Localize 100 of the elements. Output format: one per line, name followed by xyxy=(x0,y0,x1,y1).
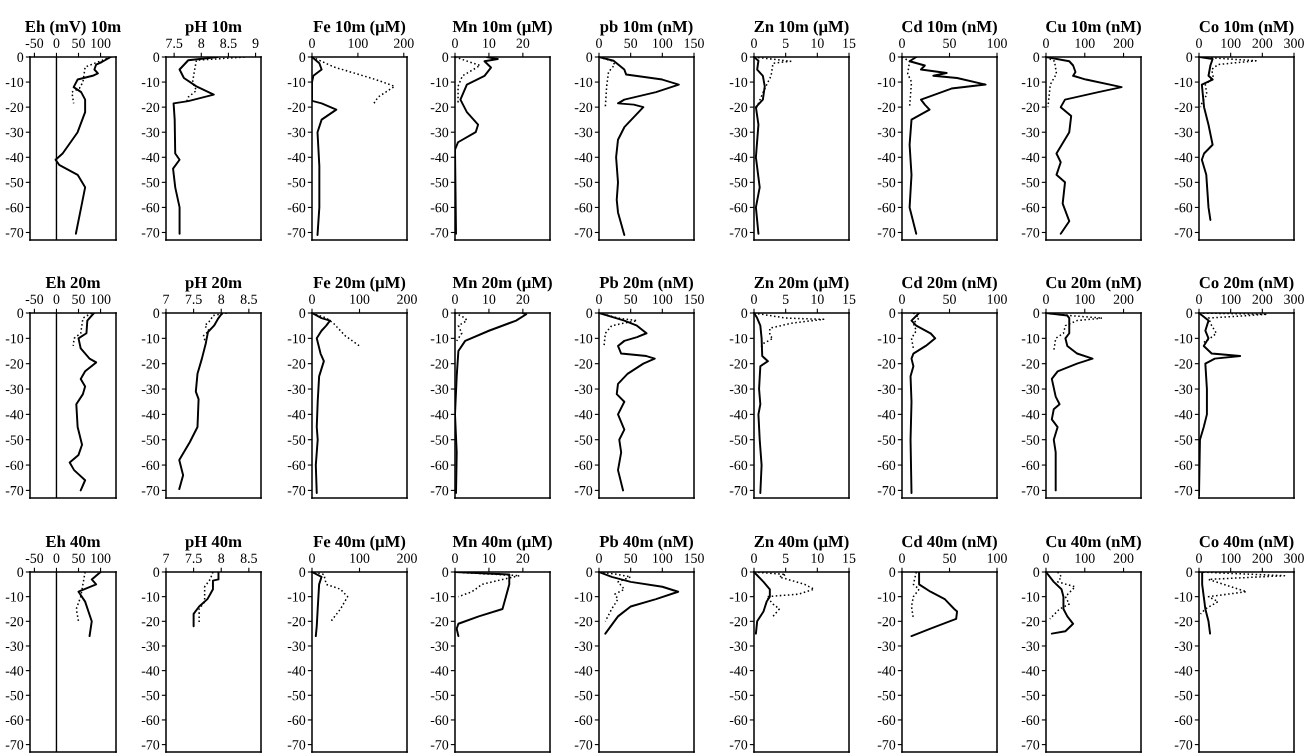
y-tick-label: -30 xyxy=(877,127,896,138)
chart-title: Eh 20m xyxy=(45,276,101,289)
x-tick-label: 100 xyxy=(350,294,370,304)
y-tick-label: -50 xyxy=(141,690,160,701)
chart-title: Co 40m (nM) xyxy=(1199,535,1294,551)
x-tick-label: 10 xyxy=(483,38,496,48)
y-tick-label: -30 xyxy=(141,384,160,394)
y-tick-label: -50 xyxy=(287,690,306,701)
x-tick-label: 5 xyxy=(783,294,789,304)
y-tick-label: -40 xyxy=(729,666,748,676)
chart-title: Cu 20m (nM) xyxy=(1046,276,1141,292)
y-tick-label: -10 xyxy=(1174,77,1193,88)
y-tick-label: -50 xyxy=(430,435,449,445)
y-tick-label: -40 xyxy=(141,152,160,163)
y-tick-label: -10 xyxy=(1021,77,1040,88)
x-tick-label: 100 xyxy=(91,38,111,48)
chart-title: Eh 40m xyxy=(45,535,101,548)
y-tick-label: -70 xyxy=(877,740,896,750)
y-tick-label: -40 xyxy=(1021,409,1040,420)
y-tick-label: -70 xyxy=(1021,485,1040,496)
x-tick-label: 50 xyxy=(943,553,956,563)
chart-title: Mn 40m (μM) xyxy=(452,535,552,551)
y-tick-label: -10 xyxy=(877,333,896,344)
x-tick-label: 10 xyxy=(483,553,496,563)
chart-title: Pb 40m (nM) xyxy=(599,535,693,551)
y-tick-label: -20 xyxy=(877,359,896,369)
y-tick-label: -20 xyxy=(141,102,160,113)
y-tick-label: -10 xyxy=(877,592,896,602)
x-tick-label: 100 xyxy=(1075,553,1095,563)
x-tick-label: 0 xyxy=(1043,38,1049,48)
y-tick-label: -10 xyxy=(1174,333,1193,344)
y-tick-label: -40 xyxy=(287,666,306,676)
y-tick-label: -60 xyxy=(877,715,896,725)
x-tick-label: 50 xyxy=(72,294,85,304)
y-tick-label: -20 xyxy=(1021,102,1040,113)
y-tick-label: -60 xyxy=(287,715,306,725)
x-tick-label: 7 xyxy=(163,553,170,563)
y-tick-label: -30 xyxy=(141,641,160,651)
y-tick-label: -50 xyxy=(1174,435,1193,445)
x-tick-label: 200 xyxy=(1113,553,1134,563)
y-tick-label: -60 xyxy=(5,715,24,725)
y-tick-label: -30 xyxy=(430,384,449,394)
y-tick-label: -10 xyxy=(287,333,306,344)
y-tick-label: -50 xyxy=(430,690,449,701)
y-tick-label: -20 xyxy=(729,616,748,627)
y-tick-label: -70 xyxy=(287,228,306,238)
y-tick-label: -50 xyxy=(729,435,748,445)
y-tick-label: 0 xyxy=(17,567,24,577)
x-tick-label: 0 xyxy=(452,38,458,48)
y-tick-label: -70 xyxy=(574,740,593,750)
y-tick-label: -40 xyxy=(877,409,896,420)
y-tick-label: -70 xyxy=(877,228,896,238)
x-tick-label: 100 xyxy=(348,38,368,48)
y-tick-label: -20 xyxy=(877,616,896,627)
y-tick-label: -70 xyxy=(430,740,449,750)
y-tick-label: -30 xyxy=(877,384,896,394)
y-tick-label: -30 xyxy=(430,641,449,651)
x-tick-label: 50 xyxy=(72,553,85,563)
y-tick-label: -20 xyxy=(729,359,748,369)
y-tick-label: -20 xyxy=(5,102,24,113)
y-tick-label: -10 xyxy=(5,333,24,344)
y-tick-label: 0 xyxy=(889,567,896,577)
y-tick-label: -70 xyxy=(1174,228,1193,238)
x-tick-label: 100 xyxy=(1221,553,1241,563)
y-tick-label: -70 xyxy=(1174,740,1193,750)
y-tick-label: -50 xyxy=(287,435,306,445)
y-tick-label: 0 xyxy=(586,567,593,577)
x-tick-label: 50 xyxy=(943,294,956,304)
x-tick-label: 8 xyxy=(198,38,205,48)
y-tick-label: -30 xyxy=(729,641,748,651)
y-tick-label: -60 xyxy=(287,460,306,471)
chart-title: Cu 10m (nM) xyxy=(1046,20,1141,36)
y-tick-label: -50 xyxy=(430,177,449,188)
y-tick-label: -10 xyxy=(729,333,748,344)
x-tick-label: 200 xyxy=(393,38,414,48)
chart-title: pb 10m (nM) xyxy=(599,20,693,36)
y-tick-label: -70 xyxy=(1021,740,1040,750)
chart-title: Cd 10m (nM) xyxy=(902,20,997,36)
y-tick-label: -10 xyxy=(1174,592,1193,602)
x-tick-label: 0 xyxy=(1196,294,1202,304)
y-tick-label: 0 xyxy=(741,567,748,577)
x-tick-label: 200 xyxy=(1252,38,1273,48)
x-tick-label: 100 xyxy=(91,294,111,304)
x-tick-label: 5 xyxy=(783,38,789,48)
x-tick-label: 15 xyxy=(843,38,856,48)
x-tick-label: 100 xyxy=(1221,38,1241,48)
chart-title: Zn 40m (μM) xyxy=(754,535,849,551)
x-tick-label: 7.5 xyxy=(166,38,183,48)
chart-title: Mn 20m (μM) xyxy=(452,276,552,292)
y-tick-label: 0 xyxy=(1186,308,1193,318)
y-tick-label: -40 xyxy=(141,666,160,676)
y-tick-label: -40 xyxy=(141,409,160,420)
x-tick-label: 0 xyxy=(53,38,60,48)
y-tick-label: -50 xyxy=(877,690,896,701)
y-tick-label: -60 xyxy=(287,202,306,213)
chart-title: Zn 10m (μM) xyxy=(754,20,849,36)
y-tick-label: -20 xyxy=(574,616,593,627)
x-tick-label: 20 xyxy=(516,553,530,563)
y-tick-label: -50 xyxy=(574,177,593,188)
y-tick-label: -10 xyxy=(141,592,160,602)
